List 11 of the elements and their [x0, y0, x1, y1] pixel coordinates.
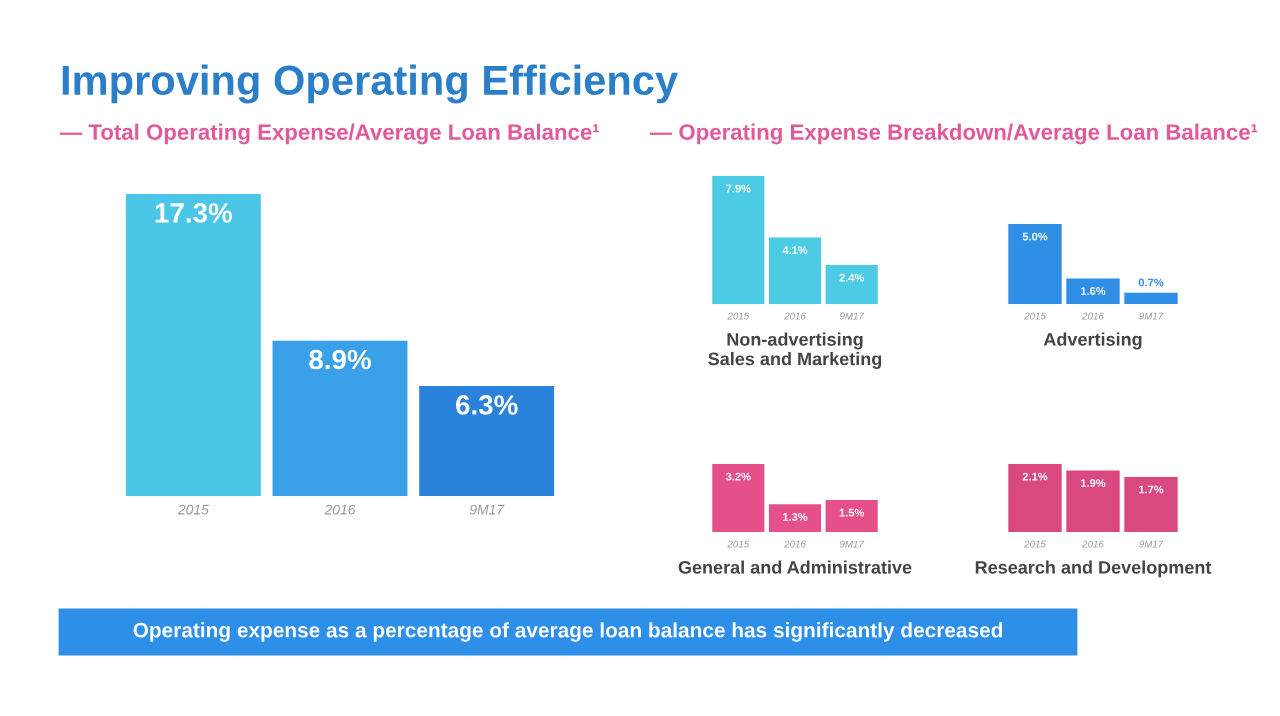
x-axis-title: Non-advertising Sales and Marketing	[708, 332, 882, 369]
text: Operating expense as a percentage of average loan balance has significantly decreased	[133, 622, 1003, 642]
data-label: 6.3%	[456, 395, 518, 415]
x-axis-title: Advertising	[1043, 332, 1142, 350]
x-axis-title: General and Administrative	[678, 560, 912, 574]
data-label: 17.3%	[155, 203, 232, 223]
chart-title: — Total Operating Expense/Average Loan Balance¹	[60, 123, 599, 145]
x-axis-title: Research and Development	[975, 560, 1212, 578]
text: Improving Operating Efficiency	[62, 64, 678, 104]
text: — Operating Expense Breakdown/Average Loan Balance¹	[650, 123, 1258, 145]
data-label: 8.9%	[309, 349, 371, 370]
